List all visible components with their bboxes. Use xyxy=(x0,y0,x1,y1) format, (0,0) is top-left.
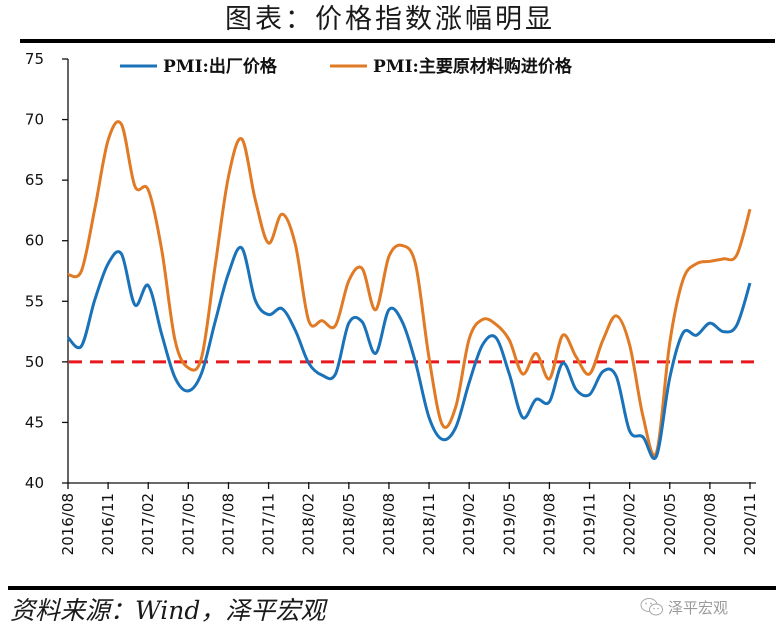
series-line-output-price xyxy=(66,245,752,460)
x-axis: 2016/08 2016/11 2017/02 2017/05 2017/08 2017/… xyxy=(59,482,759,555)
y-tick-label: 45 xyxy=(25,413,44,431)
y-tick-label: 40 xyxy=(25,474,44,492)
x-tick-label: 2018/02 xyxy=(300,493,318,555)
watermark: 泽平宏观 xyxy=(640,596,728,618)
points-input-price xyxy=(67,124,751,453)
legend-label-output-price: PMI:出厂价格 xyxy=(163,56,278,77)
top-rule xyxy=(20,39,775,43)
x-tick-label: 2018/08 xyxy=(380,493,398,555)
x-tick-label: 2019/11 xyxy=(581,493,599,555)
x-tick-label: 2017/02 xyxy=(139,493,157,555)
x-tick-label: 2018/11 xyxy=(420,493,438,555)
legend: PMI:出厂价格 PMI:主要原材料购进价格 xyxy=(120,56,573,77)
y-tick-label: 55 xyxy=(25,292,44,310)
x-tick-label: 2016/11 xyxy=(99,493,117,555)
y-axis: 40 45 50 55 60 65 70 75 xyxy=(25,50,69,492)
y-tick-label: 50 xyxy=(25,353,44,371)
y-tick-label: 60 xyxy=(25,232,44,250)
x-tick-label: 2018/05 xyxy=(340,493,358,555)
x-tick-label: 2020/02 xyxy=(621,493,639,555)
chart-title: 图表：价格指数涨幅明显 xyxy=(225,4,555,35)
x-tick-label: 2019/08 xyxy=(540,493,558,555)
x-tick-label: 2020/05 xyxy=(661,493,679,555)
x-tick-label: 2019/05 xyxy=(500,493,518,555)
series-line-input-price xyxy=(67,120,752,457)
x-tick-label: 2019/02 xyxy=(460,493,478,555)
legend-label-input-price: PMI:主要原材料购进价格 xyxy=(373,56,573,77)
series-lines xyxy=(66,120,752,460)
wechat-icon xyxy=(640,598,663,616)
watermark-text: 泽平宏观 xyxy=(668,598,729,617)
x-tick-label: 2016/08 xyxy=(59,493,77,555)
x-tick-label: 2017/05 xyxy=(179,493,197,555)
source-note: 资料来源：Wind，泽平宏观 xyxy=(10,596,326,625)
y-tick-label: 70 xyxy=(25,111,44,129)
x-tick-label: 2017/11 xyxy=(260,493,278,555)
x-tick-label: 2020/08 xyxy=(701,493,719,555)
y-tick-label: 65 xyxy=(25,171,44,189)
points-output-price xyxy=(67,247,751,457)
y-tick-label: 75 xyxy=(25,50,44,68)
x-tick-label: 2017/08 xyxy=(219,493,237,555)
bottom-rule xyxy=(8,586,776,590)
x-tick-label: 2020/11 xyxy=(741,493,759,555)
